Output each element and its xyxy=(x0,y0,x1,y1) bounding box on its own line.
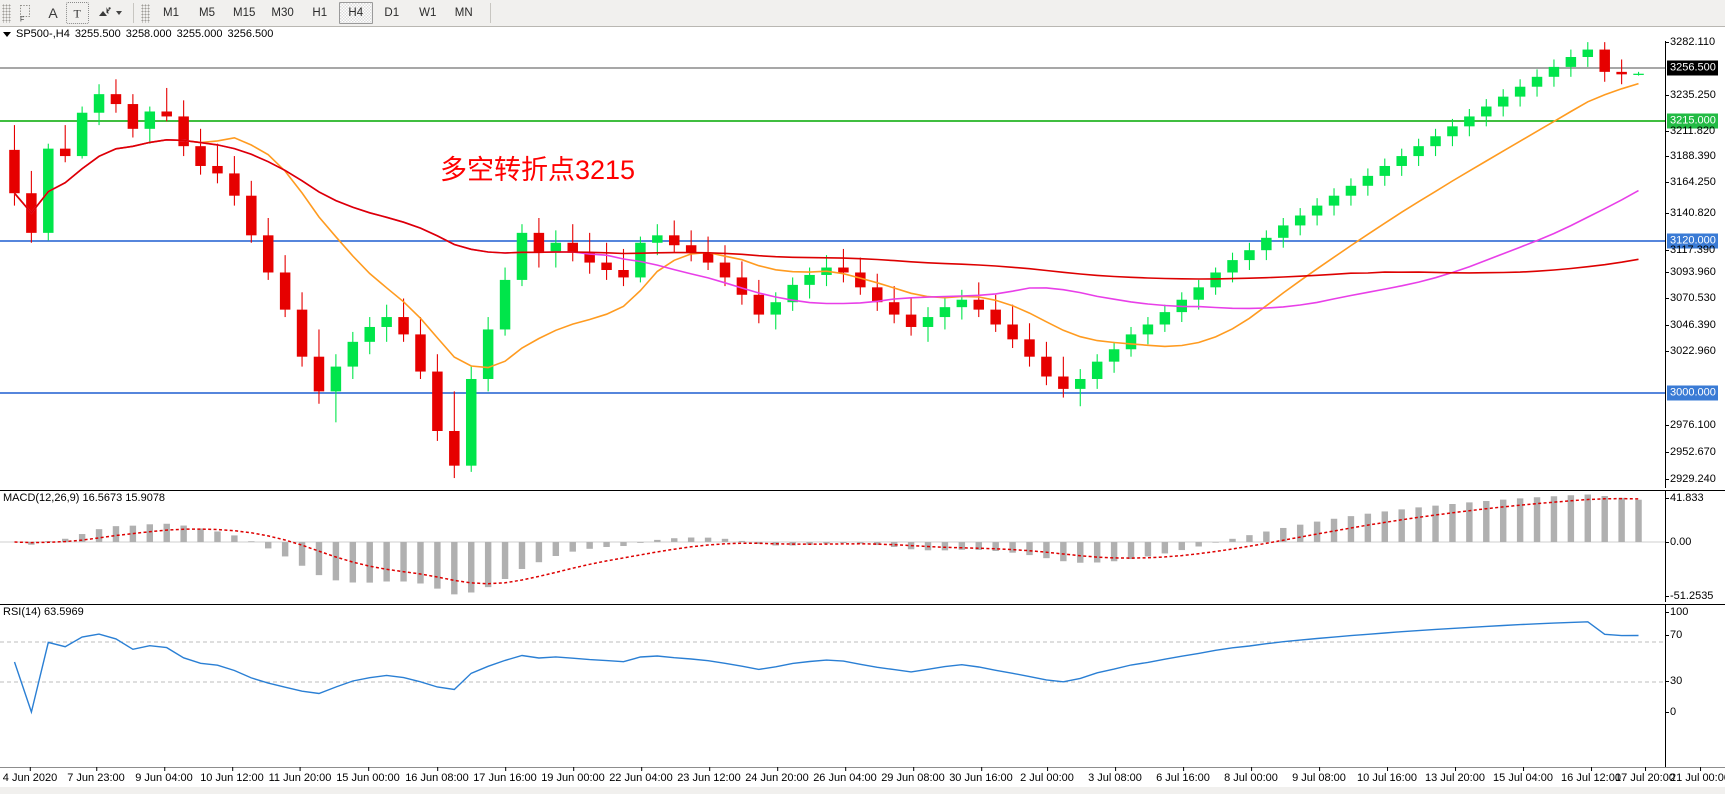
axis-tick-label: 70 xyxy=(1665,629,1683,641)
chevron-down-icon[interactable] xyxy=(116,11,122,15)
macd-axis[interactable]: 41.833 0.00 -51.2535 xyxy=(1665,491,1725,602)
status-bar xyxy=(0,787,1725,794)
timeframe-m1[interactable]: M1 xyxy=(163,7,179,19)
axis-tick-label: 3022.960 xyxy=(1666,345,1716,357)
chart-annotation-text: 多空转折点3215 xyxy=(440,155,636,185)
toolbar-grip-2[interactable] xyxy=(141,3,150,23)
time-axis-label: 22 Jun 04:00 xyxy=(609,767,673,784)
toolbar-divider-1 xyxy=(133,3,134,23)
price-chart-panel[interactable]: 多空转折点3215 3282.110 3256.500 3235.250 3215.0… xyxy=(0,36,1725,488)
time-axis-label: 21 Jul 00:00 xyxy=(1670,767,1725,784)
time-axis-label: 17 Jul 20:00 xyxy=(1615,767,1675,784)
axis-price-badge[interactable]: 3120.000 xyxy=(1667,233,1718,249)
objects-icon[interactable] xyxy=(91,2,127,24)
rsi-plot-area[interactable]: RSI(14) 63.5969 xyxy=(0,605,1665,767)
axis-tick-label: 3140.820 xyxy=(1666,207,1716,219)
timeframe-group: M1 M5 M15 M30 H1 H4 D1 W1 MN xyxy=(153,2,482,24)
collapse-triangle-icon[interactable] xyxy=(3,31,11,37)
toolbar: F A T M1 M5 M15 M30 H1 H4 D1 W1 MN xyxy=(0,0,1725,27)
axis-price-badge[interactable]: 3000.000 xyxy=(1667,385,1718,401)
time-axis-label: 15 Jul 04:00 xyxy=(1493,767,1553,784)
time-axis-label: 3 Jul 08:00 xyxy=(1088,767,1142,784)
ohlc-open: 3255.500 xyxy=(74,28,121,40)
rsi-series xyxy=(0,621,1665,715)
axis-price-badge[interactable]: 3215.000 xyxy=(1667,113,1718,129)
price-axis[interactable]: 3282.110 3256.500 3235.250 3215.000 3211.820… xyxy=(1665,36,1725,488)
ohlc-close: 3256.500 xyxy=(227,28,274,40)
axis-price-badge[interactable]: 3256.500 xyxy=(1667,60,1718,76)
time-axis-label: 24 Jun 20:00 xyxy=(745,767,809,784)
symbol-name: SP500-,H4 xyxy=(16,28,70,40)
rsi-panel[interactable]: RSI(14) 63.5969 100 70 30 0 xyxy=(0,604,1725,767)
axis-tick-label: 2976.100 xyxy=(1666,419,1716,431)
macd-label: MACD(12,26,9) 16.5673 15.9078 xyxy=(3,492,166,504)
axis-tick-label: 3164.250 xyxy=(1666,176,1716,188)
ohlc-high: 3258.000 xyxy=(125,28,172,40)
time-axis-label: 13 Jul 20:00 xyxy=(1425,767,1485,784)
time-axis-label: 11 Jun 20:00 xyxy=(268,767,332,784)
rsi-label: RSI(14) 63.5969 xyxy=(3,606,84,618)
time-axis-label: 16 Jun 08:00 xyxy=(405,767,469,784)
time-axis-label: 10 Jul 16:00 xyxy=(1357,767,1417,784)
timeframe-mn[interactable]: MN xyxy=(454,7,473,19)
axis-tick-label: 3235.250 xyxy=(1666,89,1716,101)
axis-tick-label: 100 xyxy=(1665,606,1689,618)
timeframe-m30[interactable]: M30 xyxy=(271,7,294,19)
toolbar-grip-1[interactable] xyxy=(2,3,11,23)
axis-tick-label: 3117.390 xyxy=(1665,244,1716,256)
axis-tick-label: 30 xyxy=(1665,675,1683,687)
axis-tick-label: 3070.530 xyxy=(1666,292,1716,304)
axis-tick-label: 3046.390 xyxy=(1666,319,1716,331)
rsi-axis[interactable]: 100 70 30 0 xyxy=(1665,605,1725,767)
time-axis-label: 7 Jun 23:00 xyxy=(67,767,125,784)
time-axis-label: 9 Jul 08:00 xyxy=(1292,767,1346,784)
time-axis-label: 29 Jun 08:00 xyxy=(881,767,945,784)
svg-text:F: F xyxy=(20,16,24,22)
timeframe-h1[interactable]: H1 xyxy=(312,7,328,19)
timeframe-m5[interactable]: M5 xyxy=(199,7,215,19)
time-axis-label: 15 Jun 00:00 xyxy=(336,767,400,784)
svg-text:T: T xyxy=(74,7,82,21)
crosshair-f-icon[interactable]: F xyxy=(15,2,40,24)
macd-panel[interactable]: MACD(12,26,9) 16.5673 15.9078 41.833 0.00… xyxy=(0,490,1725,602)
time-axis-label: 2 Jul 00:00 xyxy=(1020,767,1074,784)
axis-tick-label: 2952.670 xyxy=(1666,446,1716,458)
axis-tick-label: 3211.820 xyxy=(1665,125,1716,137)
time-axis[interactable]: 4 Jun 2020 7 Jun 23:00 9 Jun 04:00 10 Jun 1… xyxy=(0,767,1725,794)
time-axis-label: 10 Jun 12:00 xyxy=(200,767,264,784)
time-axis-label: 30 Jun 16:00 xyxy=(949,767,1013,784)
axis-tick-label: 0.00 xyxy=(1665,536,1692,548)
text-a-icon[interactable]: A xyxy=(48,5,58,21)
axis-tick-label: 0 xyxy=(1665,706,1677,718)
timeframe-w1[interactable]: W1 xyxy=(419,7,437,19)
toolbar-divider-2 xyxy=(489,3,491,23)
time-axis-label: 23 Jun 12:00 xyxy=(677,767,741,784)
axis-tick-label: 41.833 xyxy=(1666,492,1704,504)
time-axis-label: 17 Jun 16:00 xyxy=(473,767,537,784)
candlestick-series xyxy=(0,42,1665,479)
macd-series xyxy=(0,494,1665,595)
time-axis-label: 4 Jun 2020 xyxy=(2,767,58,784)
macd-plot-area[interactable]: MACD(12,26,9) 16.5673 15.9078 xyxy=(0,491,1665,602)
timeframe-h4[interactable]: H4 xyxy=(338,2,373,24)
price-plot-area[interactable]: 多空转折点3215 xyxy=(0,41,1665,488)
time-axis-label: 19 Jun 00:00 xyxy=(541,767,605,784)
time-axis-label: 16 Jul 12:00 xyxy=(1561,767,1621,784)
time-axis-label: 8 Jul 00:00 xyxy=(1224,767,1278,784)
time-axis-label: 6 Jul 16:00 xyxy=(1156,767,1210,784)
timeframe-m15[interactable]: M15 xyxy=(233,7,256,19)
symbol-info-bar: SP500-,H4 3255.500 3258.000 3255.000 325… xyxy=(0,27,1725,41)
axis-tick-label: 2929.240 xyxy=(1666,473,1716,485)
axis-tick-label: 3093.960 xyxy=(1666,266,1716,278)
ohlc-low: 3255.000 xyxy=(176,28,223,40)
axis-tick-label: 3282.110 xyxy=(1665,36,1716,48)
timeframe-d1[interactable]: D1 xyxy=(384,7,400,19)
axis-tick-label: -51.2535 xyxy=(1665,590,1714,602)
time-axis-label: 26 Jun 04:00 xyxy=(813,767,877,784)
axis-tick-label: 3188.390 xyxy=(1666,150,1716,162)
time-axis-label: 9 Jun 04:00 xyxy=(135,767,193,784)
text-label-icon[interactable]: T xyxy=(66,2,89,24)
